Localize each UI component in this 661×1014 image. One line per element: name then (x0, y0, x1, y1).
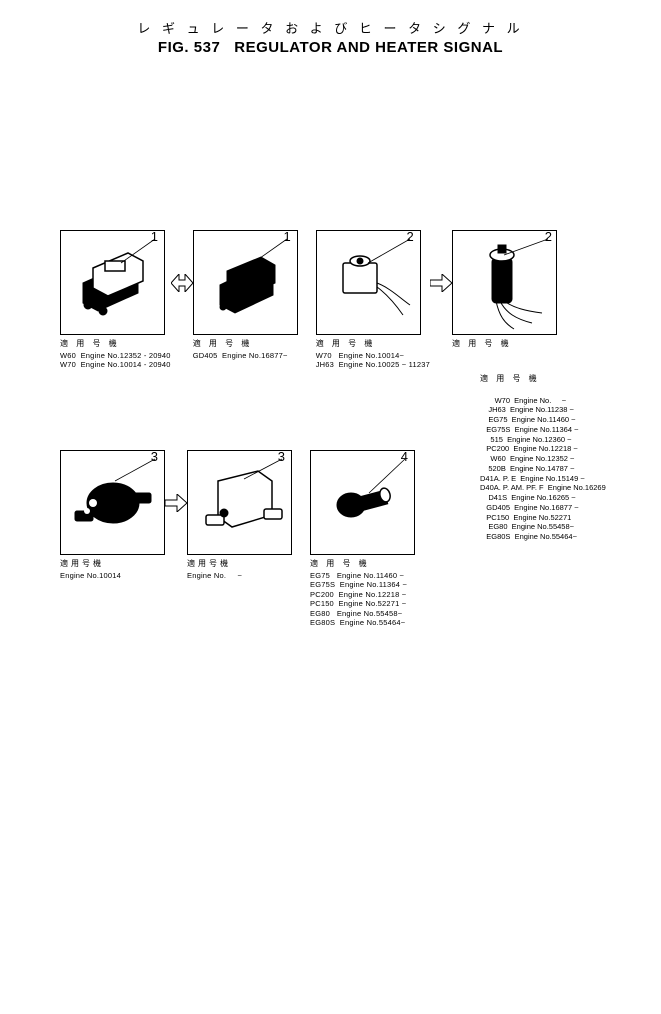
caption-heading-jp: 適 用 号 機 (193, 339, 298, 349)
reference-number: 3 (278, 449, 285, 464)
part-cell: 2 適 用 号 機 W70 Engine No.10014~ JH63 Engine… (316, 230, 430, 370)
part-illustration-box: 4 (310, 450, 415, 555)
part-cell: 1 適 用 号 機 W60 Engine No.12352 - 20940 W70 … (60, 230, 171, 370)
title-english-text: REGULATOR AND HEATER SIGNAL (234, 39, 503, 56)
part-cell: 3 適用号機 Engine No.10014 (60, 450, 165, 580)
row-2: 3 適用号機 Engine No.10014 3 適用号機 Engine No. ~ 4… (60, 450, 415, 627)
caption-text: EG75 Engine No.11460 ~ EG75S Engine No.1… (310, 571, 407, 627)
caption-text: Engine No. ~ (187, 571, 242, 580)
caption-heading-jp: 適 用 号 機 (310, 559, 415, 569)
reference-number: 4 (401, 449, 408, 464)
applicability-caption: 適 用 号 機 W70 Engine No.10014~ JH63 Engine … (316, 339, 430, 370)
applicability-caption: 適 用 号 機 EG75 Engine No.11460 ~ EG75S Engi… (310, 559, 415, 627)
applicability-caption: 適 用 号 機 GD405 Engine No.16877~ (193, 339, 298, 360)
caption-heading-jp: 適 用 号 機 (60, 339, 171, 349)
part-illustration-box: 1 (60, 230, 165, 335)
applicability-caption: 適用号機 Engine No.10014 (60, 559, 165, 580)
reference-number: 2 (545, 229, 552, 244)
part-illustration-box: 3 (60, 450, 165, 555)
caption-heading-jp: 適 用 号 機 (316, 339, 430, 349)
figure-number: FIG. 537 (158, 39, 220, 56)
applicability-list-large: 適 用 号 機 W70 Engine No. ~ JH63 Engine No.… (480, 354, 606, 542)
part-cell: 3 適用号機 Engine No. ~ (187, 450, 292, 580)
title-english: FIG. 537 REGULATOR AND HEATER SIGNAL (0, 39, 661, 56)
transition-arrow-icon (165, 450, 187, 555)
row-1: 1 適 用 号 機 W60 Engine No.12352 - 20940 W70 … (60, 230, 557, 370)
part-illustration-box: 3 (187, 450, 292, 555)
caption-text: W60 Engine No.12352 - 20940 W70 Engine N… (60, 351, 171, 369)
applicability-heading-jp: 適 用 号 機 (480, 374, 606, 384)
reference-number: 2 (406, 229, 413, 244)
caption-heading-jp: 適用号機 (187, 559, 292, 569)
applicability-caption: 適用号機 Engine No. ~ (187, 559, 292, 580)
figure-header: レ ギ ュ レ ー タ お よ び ヒ ー タ シ グ ナ ル FIG. 537… (0, 0, 661, 56)
caption-heading-jp: 適用号機 (60, 559, 165, 569)
caption-heading-jp: 適 用 号 機 (452, 339, 557, 349)
caption-text: Engine No.10014 (60, 571, 121, 580)
part-cell: 1 適 用 号 機 GD405 Engine No.16877~ (193, 230, 298, 360)
title-japanese: レ ギ ュ レ ー タ お よ び ヒ ー タ シ グ ナ ル (0, 18, 661, 37)
reference-number: 3 (151, 449, 158, 464)
caption-text: GD405 Engine No.16877~ (193, 351, 288, 360)
applicability-caption: 適 用 号 機 (452, 339, 557, 349)
part-cell: 2 適 用 号 機 (452, 230, 557, 351)
part-illustration-box: 2 (452, 230, 557, 335)
applicability-list-text: W70 Engine No. ~ JH63 Engine No.11238 ~ … (480, 396, 606, 542)
part-illustration-box: 1 (193, 230, 298, 335)
transition-arrow-icon (430, 230, 452, 335)
part-cell: 4 適 用 号 機 EG75 Engine No.11460 ~ EG75S Eng… (310, 450, 415, 627)
reference-number: 1 (151, 229, 158, 244)
reference-number: 1 (283, 229, 290, 244)
transition-arrow-icon (171, 230, 193, 335)
part-illustration-box: 2 (316, 230, 421, 335)
caption-text: W70 Engine No.10014~ JH63 Engine No.1002… (316, 351, 430, 369)
applicability-caption: 適 用 号 機 W60 Engine No.12352 - 20940 W70 E… (60, 339, 171, 370)
